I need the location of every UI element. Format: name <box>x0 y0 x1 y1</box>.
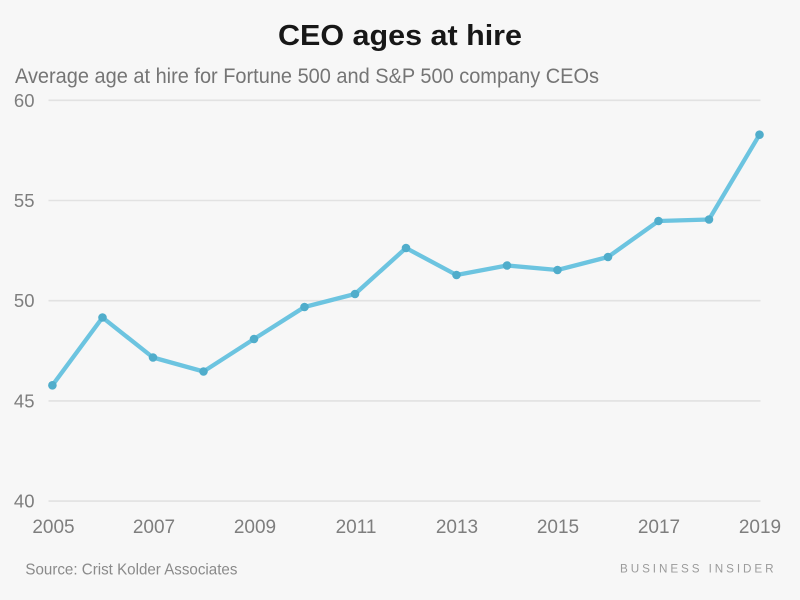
svg-text:2007: 2007 <box>133 517 175 538</box>
svg-text:Average age at hire for Fortun: Average age at hire for Fortune 500 and … <box>15 65 599 88</box>
svg-text:55: 55 <box>14 190 35 211</box>
svg-text:40: 40 <box>14 491 35 512</box>
svg-text:2011: 2011 <box>336 517 377 538</box>
svg-text:Source: Crist Kolder Associate: Source: Crist Kolder Associates <box>25 562 237 579</box>
svg-text:45: 45 <box>14 390 35 411</box>
svg-text:2005: 2005 <box>32 517 74 538</box>
svg-text:50: 50 <box>14 290 35 311</box>
svg-text:2019: 2019 <box>739 517 781 538</box>
svg-text:2015: 2015 <box>537 517 579 538</box>
svg-text:2017: 2017 <box>638 517 680 538</box>
svg-text:BUSINESS INSIDER: BUSINESS INSIDER <box>620 562 777 576</box>
svg-text:60: 60 <box>14 90 35 111</box>
svg-text:2013: 2013 <box>436 517 478 538</box>
svg-text:2009: 2009 <box>234 517 276 538</box>
svg-text:CEO ages at hire: CEO ages at hire <box>278 20 522 52</box>
